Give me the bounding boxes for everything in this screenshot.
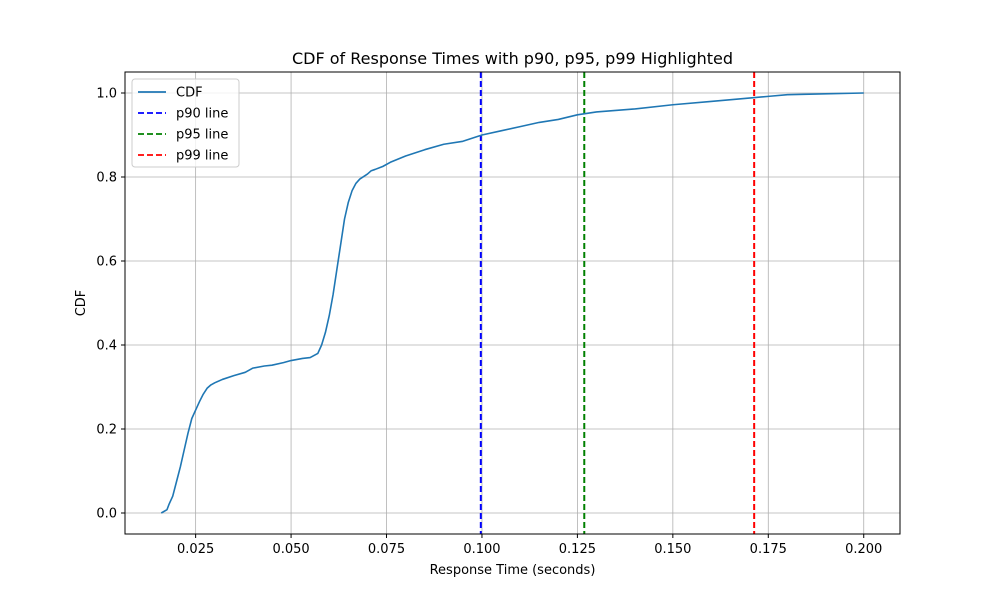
- y-tick-label: 0.4: [96, 339, 117, 354]
- x-axis-label: Response Time (seconds): [430, 563, 596, 578]
- legend-label: p95 line: [176, 128, 228, 143]
- y-tick-label: 0.8: [96, 171, 117, 186]
- percentile-lines: [479, 72, 756, 534]
- legend-box: [131, 78, 240, 168]
- chart-title: CDF of Response Times with p90, p95, p99…: [292, 49, 733, 68]
- y-tick-label: 0.2: [96, 423, 117, 438]
- x-tick-label: 0.100: [463, 542, 500, 557]
- x-tick-label: 0.075: [368, 542, 405, 557]
- grid-lines: [125, 72, 900, 534]
- x-tick-label: 0.200: [845, 542, 882, 557]
- x-tick-label: 0.125: [559, 542, 596, 557]
- series-lines: [160, 92, 864, 514]
- legend-label: CDF: [176, 86, 203, 101]
- legend-label: p90 line: [176, 107, 228, 122]
- y-axis-ticks: 0.0 0.2 0.4 0.6 0.8 1.0: [96, 87, 125, 522]
- legend: CDF p90 line p95 line p99 line: [131, 78, 240, 168]
- x-axis-ticks: 0.025 0.050 0.075 0.100 0.125 0.150 0.175 0.200: [177, 534, 882, 557]
- legend-label: p99 line: [176, 149, 228, 164]
- x-tick-label: 0.150: [654, 542, 691, 557]
- plot-frame: [124, 71, 901, 535]
- x-tick-label: 0.025: [177, 542, 214, 557]
- x-tick-label: 0.050: [272, 542, 309, 557]
- y-tick-label: 1.0: [96, 87, 117, 102]
- y-tick-label: 0.0: [96, 507, 117, 522]
- x-tick-label: 0.175: [750, 542, 787, 557]
- series-line-cdf: [160, 92, 864, 514]
- y-axis-label: CDF: [74, 290, 89, 317]
- y-tick-label: 0.6: [96, 255, 117, 270]
